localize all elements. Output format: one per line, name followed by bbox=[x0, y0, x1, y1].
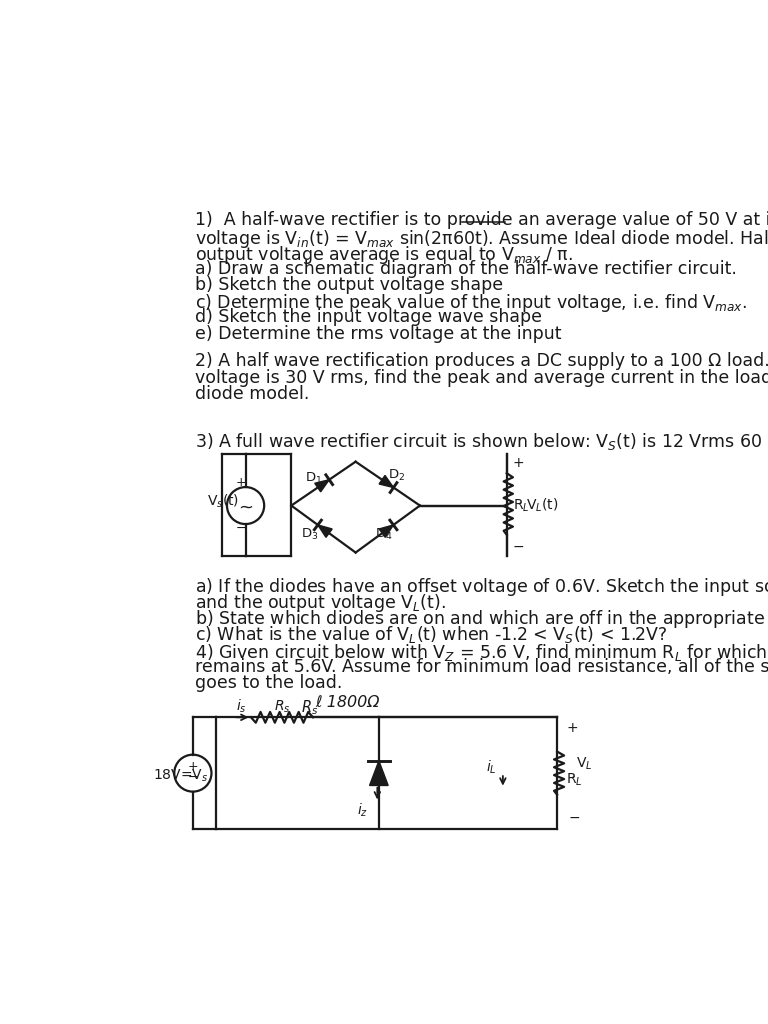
Text: ~: ~ bbox=[238, 498, 253, 516]
Text: 2) A half wave rectification produces a DC supply to a 100 Ω load. If the AC sou: 2) A half wave rectification produces a … bbox=[195, 352, 768, 371]
Text: +: + bbox=[236, 476, 247, 489]
Text: voltage is 30 V rms, find the peak and average current in the load. Assume ideal: voltage is 30 V rms, find the peak and a… bbox=[195, 369, 768, 386]
Text: c) What is the value of V$_{L}$(t) when -1.2 < V$_{S}$(t) < 1.2V?: c) What is the value of V$_{L}$(t) when … bbox=[195, 625, 667, 645]
Text: −: − bbox=[187, 771, 198, 784]
Text: 4) Given circuit below with V$_{Z}$ = 5.6 V, find minimum R$_{L}$ for which  loa: 4) Given circuit below with V$_{Z}$ = 5.… bbox=[195, 642, 768, 664]
Text: +: + bbox=[513, 457, 525, 470]
Text: diode model.: diode model. bbox=[195, 385, 310, 402]
Text: V$_L$(t): V$_L$(t) bbox=[526, 497, 558, 514]
Text: ℓ 1800Ω: ℓ 1800Ω bbox=[316, 695, 380, 710]
Text: i$_z$: i$_z$ bbox=[356, 802, 368, 819]
Text: i$_s$: i$_s$ bbox=[236, 697, 247, 715]
Text: voltage is V$_{in}$(t) = V$_{max}$ sin(2π60t). Assume Ideal diode model. Half-wa: voltage is V$_{in}$(t) = V$_{max}$ sin(2… bbox=[195, 227, 768, 250]
Text: D$_1$: D$_1$ bbox=[305, 471, 323, 486]
Text: +: + bbox=[187, 761, 198, 773]
Text: +: + bbox=[567, 721, 578, 735]
Polygon shape bbox=[369, 761, 388, 785]
Text: a) Draw a schematic diagram of the half-wave rectifier circuit.: a) Draw a schematic diagram of the half-… bbox=[195, 260, 737, 278]
Text: R$_L$: R$_L$ bbox=[513, 498, 530, 514]
Text: −: − bbox=[513, 540, 525, 554]
Text: c) Determine the peak value of the input voltage, i.e. find V$_{max}$.: c) Determine the peak value of the input… bbox=[195, 292, 747, 314]
Text: goes to the load.: goes to the load. bbox=[195, 674, 343, 692]
Polygon shape bbox=[379, 475, 393, 487]
Text: R$_s$: R$_s$ bbox=[301, 698, 319, 717]
Text: −: − bbox=[236, 522, 247, 536]
Text: b) State which diodes are on and which are off in the appropriate cycles of V$_{: b) State which diodes are on and which a… bbox=[195, 608, 768, 630]
Text: 3) A full wave rectifier circuit is shown below: V$_{S}$(t) is 12 Vrms 60 Hz sin: 3) A full wave rectifier circuit is show… bbox=[195, 431, 768, 452]
Text: R$_s$: R$_s$ bbox=[273, 698, 290, 715]
Text: d) Sketch the input voltage wave shape: d) Sketch the input voltage wave shape bbox=[195, 308, 542, 327]
Text: remains at 5.6V. Assume for minimum load resistance, all of the source current i: remains at 5.6V. Assume for minimum load… bbox=[195, 658, 768, 676]
Text: and the output voltage V$_{L}$(t).: and the output voltage V$_{L}$(t). bbox=[195, 592, 446, 613]
Text: D$_2$: D$_2$ bbox=[388, 468, 406, 483]
Text: V$_s$(t): V$_s$(t) bbox=[207, 493, 239, 510]
Text: 1)  A half-wave rectifier is to provide an average value of 50 V at its output. : 1) A half-wave rectifier is to provide a… bbox=[195, 211, 768, 229]
Text: 18V=V$_s$: 18V=V$_s$ bbox=[153, 768, 208, 784]
Text: D$_4$: D$_4$ bbox=[375, 527, 392, 543]
Text: i$_L$: i$_L$ bbox=[486, 759, 497, 776]
Text: a) If the diodes have an offset voltage of 0.6V. Sketch the input source voltage: a) If the diodes have an offset voltage … bbox=[195, 575, 768, 598]
Text: output voltage average is equal to V$_{max}$ / π.: output voltage average is equal to V$_{m… bbox=[195, 244, 573, 266]
Text: D$_3$: D$_3$ bbox=[300, 527, 318, 543]
Polygon shape bbox=[318, 525, 333, 538]
Polygon shape bbox=[315, 479, 329, 492]
Text: b) Sketch the output voltage shape: b) Sketch the output voltage shape bbox=[195, 276, 503, 294]
Text: e) Determine the rms voltage at the input: e) Determine the rms voltage at the inpu… bbox=[195, 325, 561, 343]
Text: V$_L$: V$_L$ bbox=[577, 756, 593, 772]
Text: −: − bbox=[569, 811, 581, 825]
Polygon shape bbox=[379, 525, 393, 538]
Text: R$_L$: R$_L$ bbox=[567, 771, 583, 787]
